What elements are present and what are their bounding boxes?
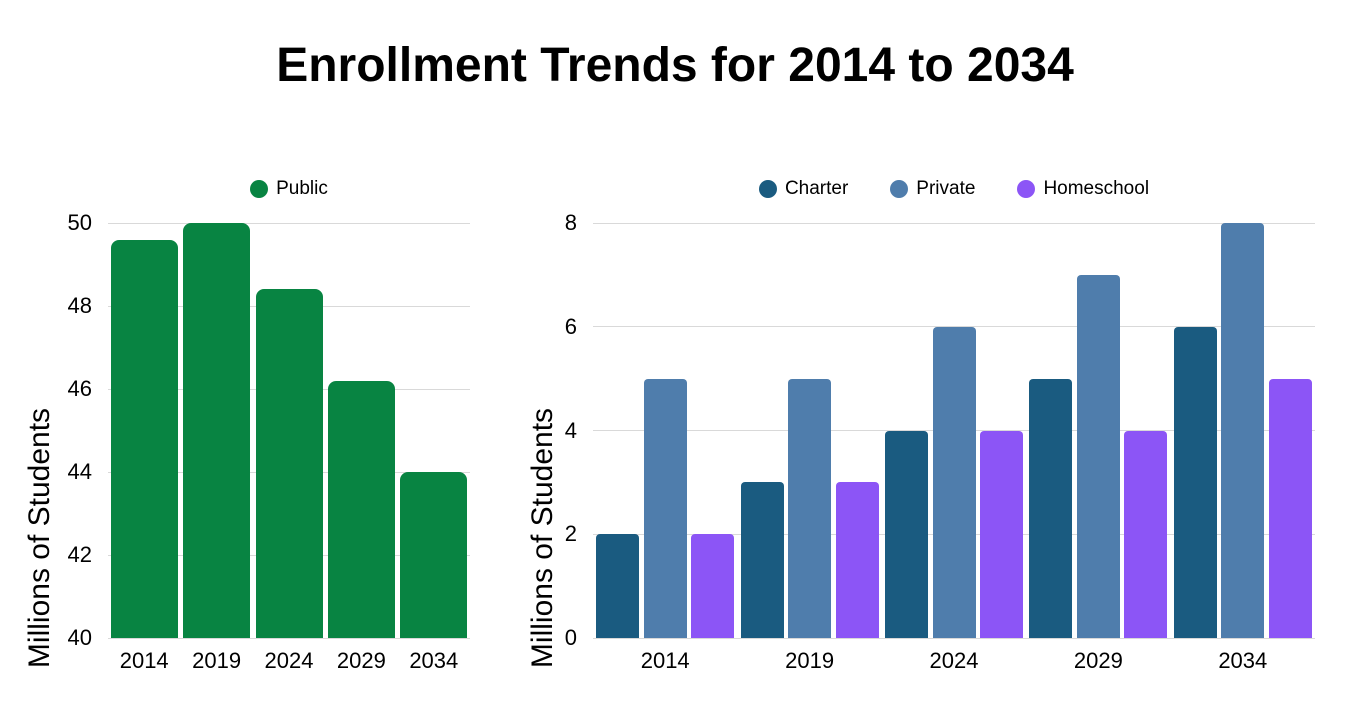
chart-title: Enrollment Trends for 2014 to 2034	[276, 39, 1074, 92]
bar-homeschool-2029	[1124, 430, 1168, 638]
legend-label: Charter	[784, 178, 849, 199]
y-tick-label: 8	[564, 210, 577, 235]
gridline	[593, 222, 1315, 224]
legend-item-public: Public	[250, 178, 328, 200]
bar-charter-2014	[596, 534, 640, 638]
x-axis-label: 2034	[1218, 648, 1268, 673]
y-tick-label: 40	[67, 625, 92, 650]
legend-color-swatch	[758, 180, 777, 198]
bar-homeschool-2019	[835, 482, 879, 638]
bar-private-2029	[1076, 274, 1120, 638]
x-axis-label: 2019	[785, 648, 835, 673]
y-tick-label: 4	[564, 417, 577, 443]
legend-item-charter: Charter	[758, 178, 849, 200]
bar-homeschool-2014	[691, 534, 735, 638]
x-axis-label: 2029	[1073, 648, 1123, 673]
x-axis-label: 2024	[264, 648, 314, 673]
gridline	[108, 222, 470, 224]
legend-label: Public	[276, 178, 328, 199]
gridline	[108, 637, 470, 639]
y-tick-label: 42	[67, 542, 92, 567]
bar-public-2014	[110, 239, 178, 638]
legend-color-swatch	[890, 180, 909, 198]
bar-public-2029	[327, 380, 395, 638]
bar-private-2019	[788, 378, 832, 638]
legend-color-swatch	[1017, 180, 1036, 198]
bar-homeschool-2034	[1268, 378, 1312, 638]
bar-public-2034	[400, 472, 468, 638]
x-axis-label: 2019	[192, 648, 242, 673]
x-axis-label: 2014	[640, 648, 690, 673]
x-axis-label: 2029	[336, 648, 386, 673]
legend-color-swatch	[250, 180, 269, 198]
bar-private-2034	[1221, 223, 1265, 638]
y-tick-label: 46	[67, 376, 92, 401]
bar-charter-2029	[1029, 378, 1073, 638]
legend-item-homeschool: Homeschool	[1017, 178, 1149, 200]
bar-private-2014	[643, 378, 687, 638]
y-tick-label: 50	[67, 210, 92, 235]
x-axis-label: 2014	[119, 648, 169, 673]
y-tick-label: 44	[67, 459, 92, 484]
bar-homeschool-2024	[980, 430, 1023, 638]
chart-legend: Public	[108, 176, 470, 202]
y-tick-label: 6	[564, 313, 577, 339]
bar-charter-2024	[885, 430, 928, 638]
gridline	[593, 637, 1315, 639]
legend-item-private: Private	[890, 178, 975, 200]
bar-public-2019	[183, 223, 251, 638]
bar-public-2024	[255, 289, 323, 638]
y-tick-label: 2	[564, 521, 577, 547]
legend-label: Private	[916, 178, 976, 199]
y-tick-label: 0	[564, 625, 577, 650]
bar-charter-2019	[740, 482, 784, 638]
x-axis-label: 2024	[929, 648, 979, 673]
legend-label: Homeschool	[1043, 178, 1150, 199]
y-axis-title: Millions of Students	[526, 407, 559, 669]
bar-charter-2034	[1173, 326, 1217, 638]
y-tick-label: 48	[67, 293, 92, 318]
x-axis-label: 2034	[409, 648, 459, 673]
chart-legend: Charter Private Homeschool	[593, 176, 1315, 202]
bar-private-2024	[932, 326, 976, 638]
